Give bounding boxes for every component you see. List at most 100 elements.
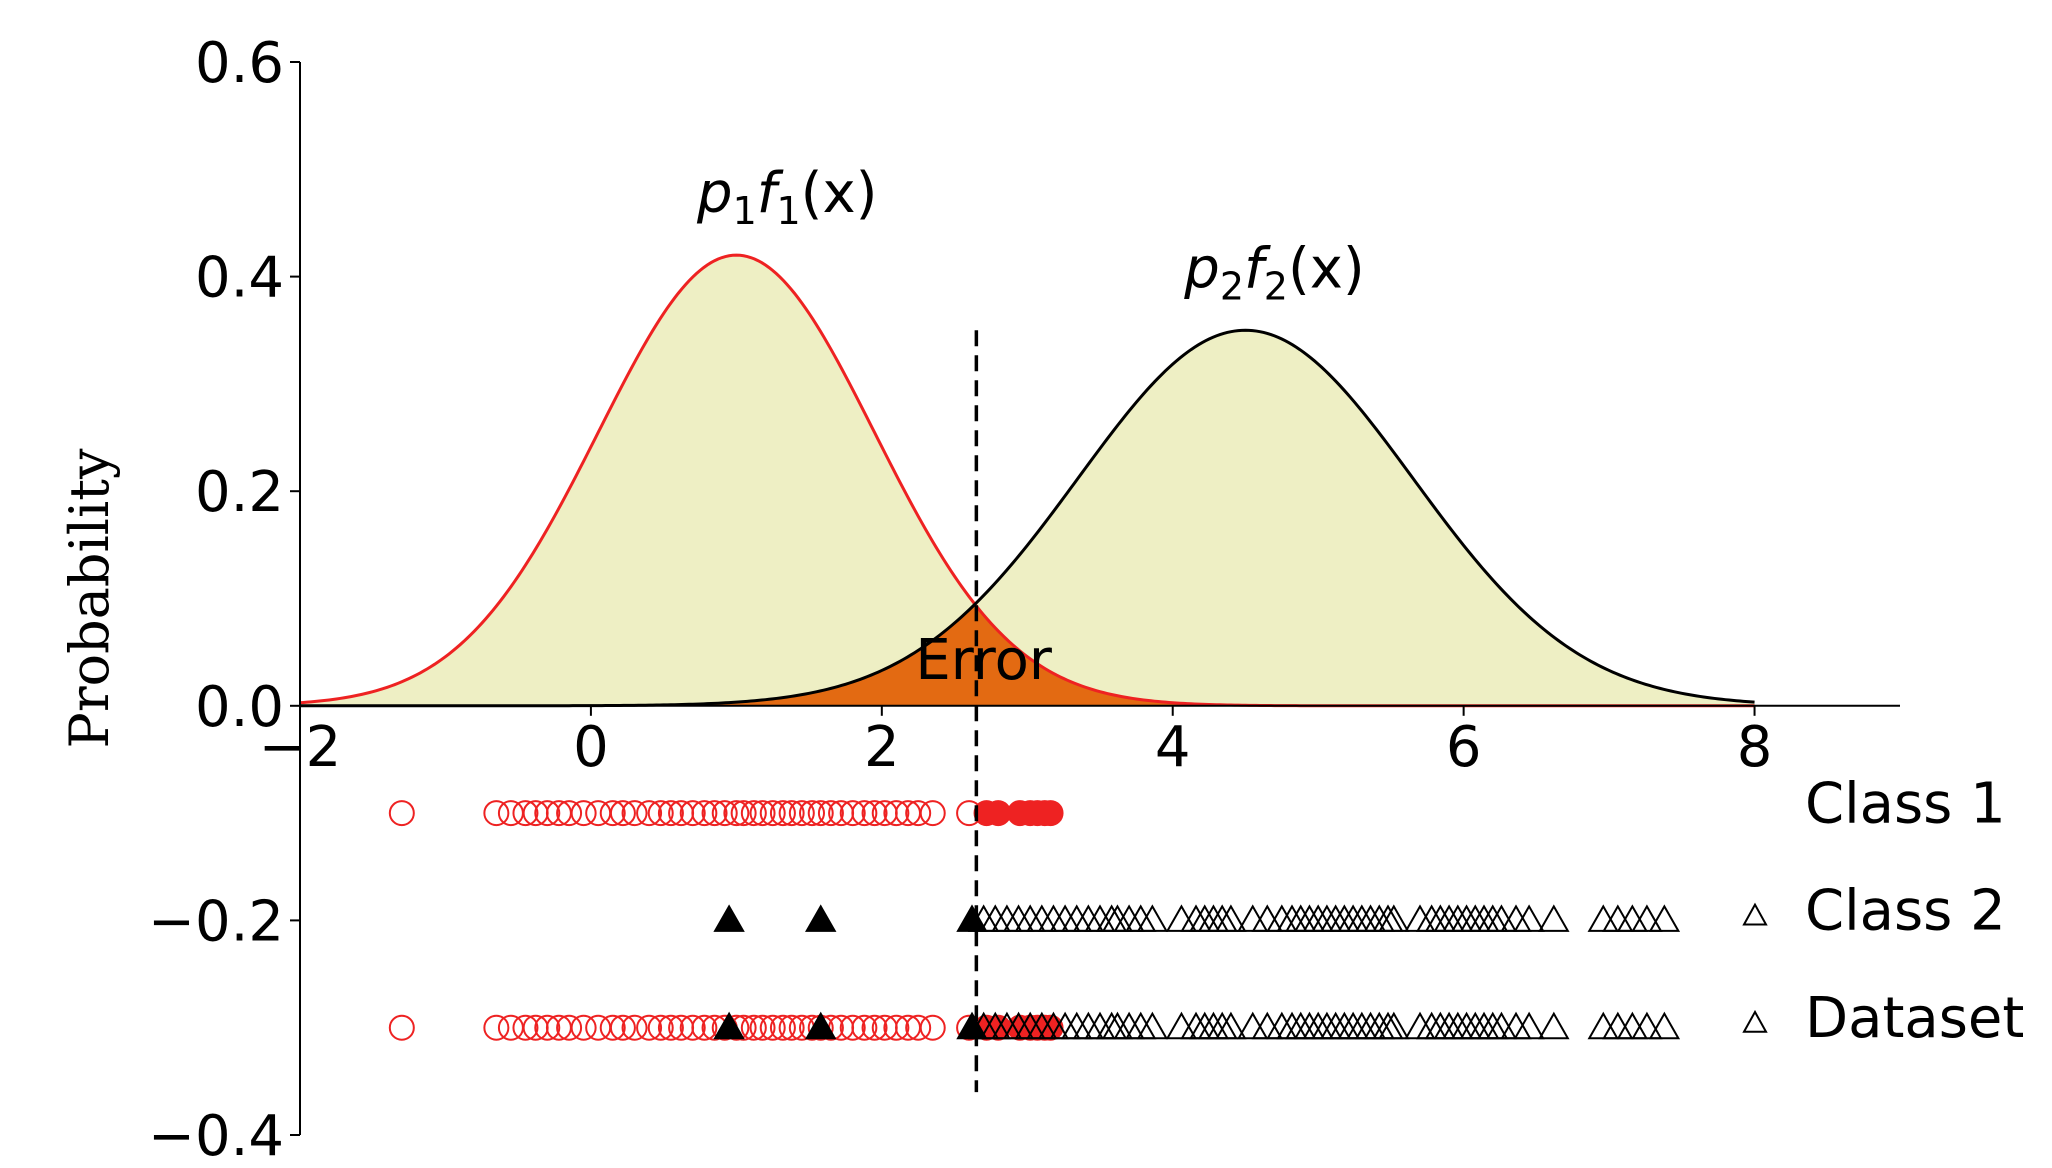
y-tick-label: 0.6	[195, 31, 284, 96]
class2-point	[1165, 904, 1198, 932]
class1-point	[497, 800, 524, 827]
class1-point	[769, 800, 796, 827]
dataset-point	[1266, 1011, 1298, 1040]
class1-misclassified-point	[1037, 800, 1064, 827]
dataset-point	[1136, 1011, 1169, 1040]
curve-fill-1	[300, 255, 1755, 706]
chart-labels: Probability Error p1f1(x) p2f2(x)	[58, 161, 1365, 748]
class1-point	[711, 800, 738, 827]
class1-point	[388, 800, 415, 827]
class1-point	[817, 800, 844, 827]
dataset-point	[570, 1014, 597, 1041]
dataset-point	[585, 1014, 612, 1041]
class1-point	[621, 800, 648, 827]
class2-point	[1251, 904, 1283, 932]
data-markers	[388, 800, 1681, 1041]
y-tick-label: 0.0	[195, 675, 284, 740]
axes: −0.4 −0.2 0.0 0.2 0.4 0.6 −2 0 2 4 6 8	[148, 31, 1900, 1168]
x-tick-label: −2	[259, 715, 342, 780]
dataset-point	[759, 1014, 786, 1041]
class2-misclassified-point	[956, 904, 988, 932]
class2-point	[1266, 904, 1298, 932]
dataset-point	[1538, 1011, 1570, 1040]
dataset-point	[1631, 1011, 1663, 1040]
class2-point	[1631, 904, 1663, 932]
dataset-point	[388, 1014, 415, 1041]
dataset-point	[861, 1014, 888, 1041]
dataset-point	[636, 1014, 663, 1041]
legend-label: Class 1	[1805, 771, 2006, 836]
class1-point	[701, 800, 728, 827]
dataset-point	[1500, 1011, 1532, 1040]
dataset-point	[956, 1011, 988, 1040]
dataset-point	[497, 1014, 524, 1041]
dataset-point	[805, 1011, 837, 1040]
dataset-point	[749, 1014, 776, 1041]
error-region	[300, 606, 1755, 706]
y-axis-label: Probability	[58, 448, 121, 748]
class1-point	[636, 800, 663, 827]
dataset-point	[1648, 1011, 1681, 1040]
dataset-point	[1602, 1011, 1634, 1040]
dataset-point	[905, 1014, 932, 1041]
class1-point	[691, 800, 718, 827]
legend-label: Class 2	[1805, 879, 2006, 944]
dataset-point	[919, 1014, 946, 1041]
legend-label: Dataset	[1805, 986, 2024, 1051]
class1-point	[599, 800, 626, 827]
dataset-point	[883, 1014, 910, 1041]
class1-point	[723, 800, 750, 827]
dataset-point	[621, 1014, 648, 1041]
dataset-point	[713, 1011, 745, 1040]
x-tick-label: 8	[1737, 715, 1773, 780]
class2-point	[1616, 904, 1649, 932]
dataset-point	[1587, 1011, 1619, 1040]
class2-point	[1136, 904, 1169, 932]
error-annotation: Error	[915, 628, 1052, 693]
dataset-point	[512, 1014, 539, 1041]
legend: Class 1 Class 2 Dataset	[1742, 771, 2024, 1051]
dataset-point	[1215, 1011, 1247, 1040]
legend-marker	[1742, 1009, 1768, 1033]
class1-point	[861, 800, 888, 827]
class1-point	[609, 800, 636, 827]
class2-point	[1215, 904, 1247, 932]
class2-point	[1500, 904, 1532, 932]
dataset-point	[1165, 1011, 1198, 1040]
dataset-point	[556, 1014, 583, 1041]
curve-fill-2	[300, 330, 1755, 706]
class1-point	[905, 800, 932, 827]
class1-point	[919, 800, 946, 827]
class2-point	[1602, 904, 1634, 932]
class1-point	[740, 800, 767, 827]
x-tick-label: 4	[1155, 715, 1191, 780]
y-tick-label: −0.2	[148, 889, 284, 954]
class1-point	[534, 800, 561, 827]
class1-point	[730, 800, 757, 827]
dataset-point	[740, 1014, 767, 1041]
dataset-point	[769, 1014, 796, 1041]
curve-fills	[300, 255, 1755, 706]
class1-point	[759, 800, 786, 827]
x-tick-label: 0	[573, 715, 609, 780]
dataset-point	[609, 1014, 636, 1041]
x-tick-label: 6	[1446, 715, 1482, 780]
y-tick-label: 0.2	[195, 460, 284, 525]
class1-point	[807, 800, 834, 827]
class1-point	[647, 800, 674, 827]
class1-point	[483, 800, 510, 827]
class2-point	[1513, 904, 1545, 932]
dataset-point	[778, 1014, 805, 1041]
class1-point	[851, 800, 878, 827]
dataset-point	[1513, 1011, 1545, 1040]
class1-point	[556, 800, 583, 827]
curve-label-2: p2f2(x)	[1183, 236, 1364, 308]
class1-point	[657, 800, 684, 827]
class1-point	[512, 800, 539, 827]
dataset-point	[483, 1014, 510, 1041]
class1-point	[799, 800, 825, 827]
dataset-point	[657, 1014, 684, 1041]
class1-point	[839, 800, 866, 827]
class1-point	[679, 800, 706, 827]
